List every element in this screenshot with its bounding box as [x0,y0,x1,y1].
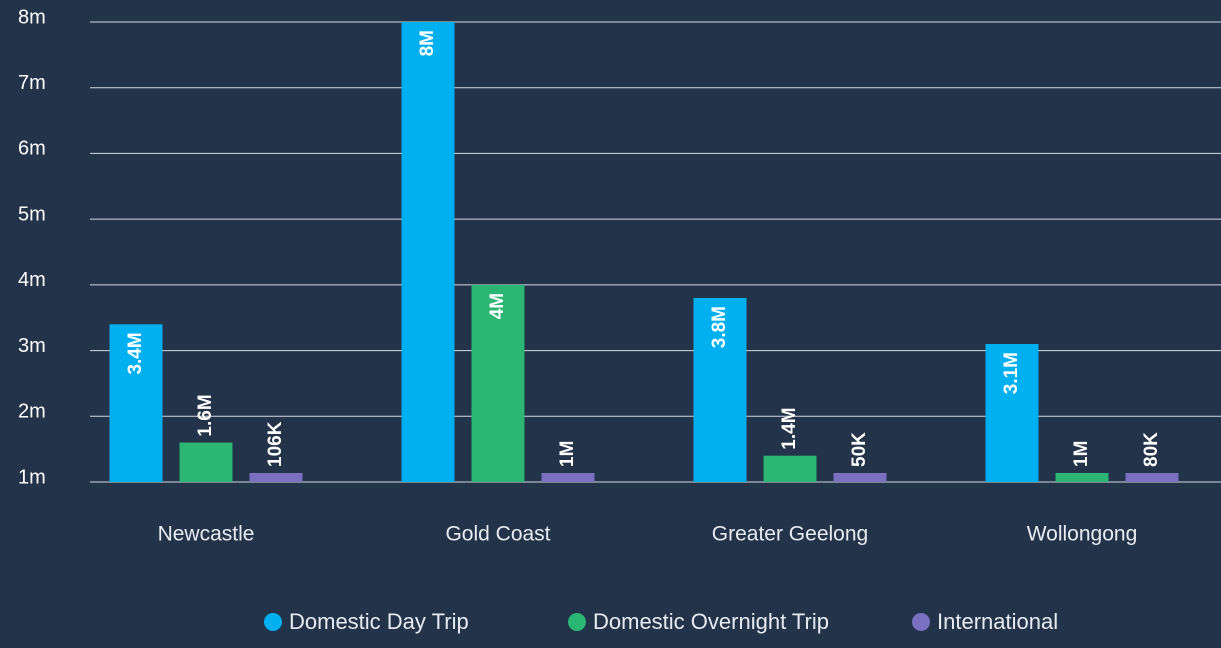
value-label: 80K [1141,432,1162,467]
value-label: 1.4M [779,407,800,449]
value-label: 1M [557,441,578,467]
y-tick-label: 5m [18,203,46,225]
legend-marker [264,613,282,631]
bar [833,473,887,482]
value-label: 4M [487,293,508,319]
value-label: 3.4M [125,332,146,374]
x-tick-label: Wollongong [1027,523,1138,546]
y-tick-label: 4m [18,269,46,291]
bar [541,473,595,482]
value-label: 1M [1071,441,1092,467]
value-label: 1.6M [195,394,216,436]
y-tick-label: 8m [18,6,46,28]
bar [249,473,303,482]
value-label: 50K [849,432,870,467]
bar [179,442,233,482]
y-tick-label: 1m [18,466,46,488]
value-label: 3.8M [709,306,730,348]
y-tick-label: 7m [18,72,46,94]
bar [109,324,163,482]
legend-marker [568,613,586,631]
bar [471,284,525,482]
bar [985,344,1039,482]
y-tick-label: 6m [18,138,46,160]
bar [401,22,455,482]
x-tick-label: Newcastle [158,523,255,546]
legend-label: Domestic Overnight Trip [593,609,829,634]
bar [763,455,817,482]
y-tick-label: 2m [18,401,46,423]
value-label: 3.1M [1001,352,1022,394]
bar [693,298,747,482]
value-label: 106K [265,421,286,467]
legend-label: Domestic Day Trip [289,609,469,634]
x-tick-label: Greater Geelong [712,523,868,546]
y-tick-label: 3m [18,335,46,357]
bar [1125,473,1179,482]
legend-marker [912,613,930,631]
bar [1055,473,1109,482]
legend-label: International [937,609,1058,634]
x-tick-label: Gold Coast [445,523,550,546]
value-label: 8M [417,30,438,56]
